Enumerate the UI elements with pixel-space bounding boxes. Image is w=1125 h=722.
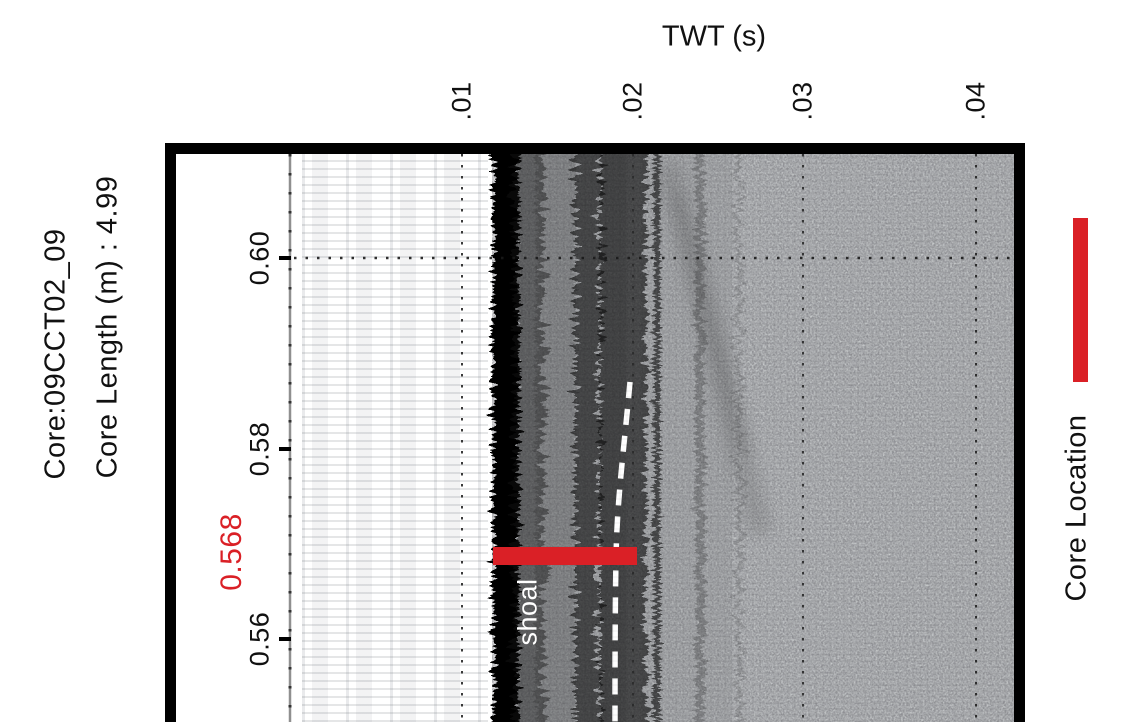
legend-core-location-label: Core Location xyxy=(1060,414,1093,602)
water-column-trace-texture xyxy=(302,154,488,722)
shoal-annotation: shoal xyxy=(512,578,543,646)
core-length-label: Core Length (m) : 4.99 xyxy=(91,175,124,479)
core-location-bar xyxy=(493,547,637,565)
twt-tick-label-01: .01 xyxy=(446,81,477,121)
twt-tick-label-02: .02 xyxy=(617,81,648,121)
legend-core-location-swatch xyxy=(1073,218,1088,382)
tick-056 xyxy=(279,637,291,641)
tick-058 xyxy=(279,447,291,451)
core-position-value: 0.568 xyxy=(215,513,248,591)
tick-060 xyxy=(279,256,291,260)
position-tick-label-060: 0.60 xyxy=(244,230,275,286)
core-id-label: Core:09CCT02_09 xyxy=(39,228,72,480)
twt-tick-label-04: .04 xyxy=(960,81,991,121)
seismic-image xyxy=(279,154,1014,722)
twt-axis-title: TWT (s) xyxy=(661,20,767,53)
twt-tick-label-03: .03 xyxy=(787,81,818,121)
reflector-band xyxy=(575,154,599,722)
right-zone-banding xyxy=(500,154,1014,722)
position-tick-label-056: 0.56 xyxy=(244,611,275,667)
position-tick-label-058: 0.58 xyxy=(244,421,275,477)
